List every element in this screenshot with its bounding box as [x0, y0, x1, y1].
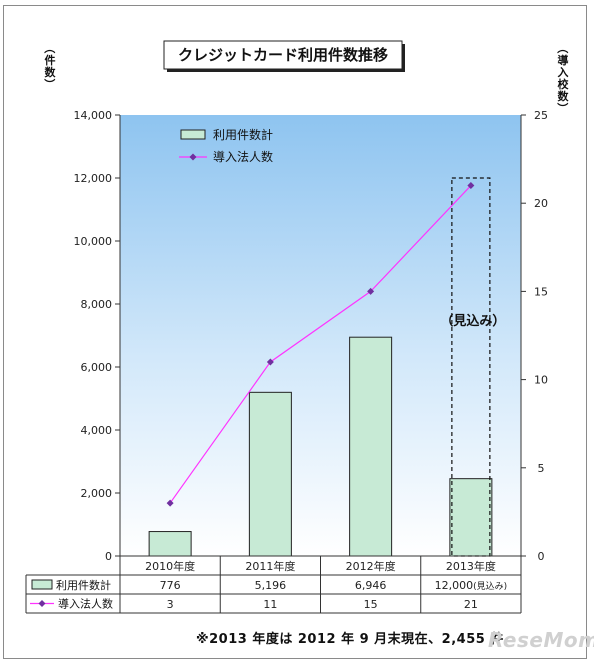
table-line-value: 3: [167, 598, 174, 611]
left-tick-label: 6,000: [81, 361, 113, 374]
left-tick-label: 8,000: [81, 298, 113, 311]
table-bar-value: 5,196: [255, 579, 287, 592]
legend-line-marker: [189, 153, 197, 161]
table-bar-value: 6,946: [355, 579, 387, 592]
x-tick-label: 2012年度: [346, 559, 396, 573]
line-point-3: [367, 287, 375, 295]
left-tick-label: 14,000: [74, 109, 113, 122]
x-tick-label: 2013年度: [446, 559, 496, 573]
svg-text:入: 入: [558, 66, 569, 79]
left-tick-label: 4,000: [81, 424, 113, 437]
table-bar-header: 利用件数計: [56, 578, 111, 592]
legend-bar-swatch: [180, 129, 206, 140]
line-point-2: [266, 358, 274, 366]
table-bar-value: 12,000(見込み): [435, 579, 508, 592]
bar-2: [248, 391, 292, 557]
projection-label: （見込み）: [440, 313, 505, 329]
right-tick-label: 20: [534, 197, 548, 210]
chart-title: クレジットカード利用件数推移: [178, 46, 388, 64]
x-tick-label: 2010年度: [145, 559, 195, 573]
footnote: ※2013 年度は 2012 年 9 月末現在、2,455 件: [196, 632, 504, 647]
svg-text:件: 件: [45, 53, 56, 67]
title-box: [163, 40, 403, 70]
legend-line-label: 導入法人数: [213, 149, 273, 164]
svg-text:）: ）: [43, 79, 56, 90]
svg-text:（: （: [556, 43, 569, 54]
table-line-header: 導入法人数: [58, 597, 113, 611]
left-tick-label: 0: [105, 550, 112, 563]
svg-text:数: 数: [45, 65, 57, 79]
left-tick-label: 10,000: [74, 235, 113, 248]
right-tick-label: 0: [538, 550, 545, 563]
legend-bar-label: 利用件数計: [213, 127, 273, 142]
line-point-4: [467, 182, 475, 190]
table-line-value: 11: [263, 598, 277, 611]
left-tick-label: 2,000: [81, 487, 113, 500]
right-tick-label: 10: [534, 374, 548, 387]
left-tick-label: 12,000: [74, 172, 113, 185]
line-point-1: [166, 499, 174, 507]
watermark-logo: ReseMom: [488, 628, 594, 652]
x-tick-label: 2011年度: [245, 559, 295, 573]
right-tick-label: 5: [538, 462, 545, 475]
svg-text:導: 導: [558, 53, 569, 67]
svg-text:（: （: [43, 43, 56, 54]
table-line-value: 21: [464, 598, 478, 611]
table-bar-swatch: [31, 579, 53, 590]
right-tick-label: 25: [534, 109, 548, 122]
table-line-value: 15: [364, 598, 378, 611]
left-axis-title: （件数）: [43, 43, 57, 90]
line-series-path: [169, 185, 472, 504]
svg-text:校: 校: [558, 77, 570, 91]
svg-text:数: 数: [558, 89, 570, 103]
right-tick-label: 15: [534, 285, 548, 298]
svg-text:）: ）: [556, 103, 569, 114]
bar-4: [449, 478, 493, 557]
table-bar-value: 776: [160, 579, 181, 592]
bar-3: [349, 336, 393, 557]
table-line-marker: [38, 600, 46, 607]
bar-1: [148, 531, 192, 557]
